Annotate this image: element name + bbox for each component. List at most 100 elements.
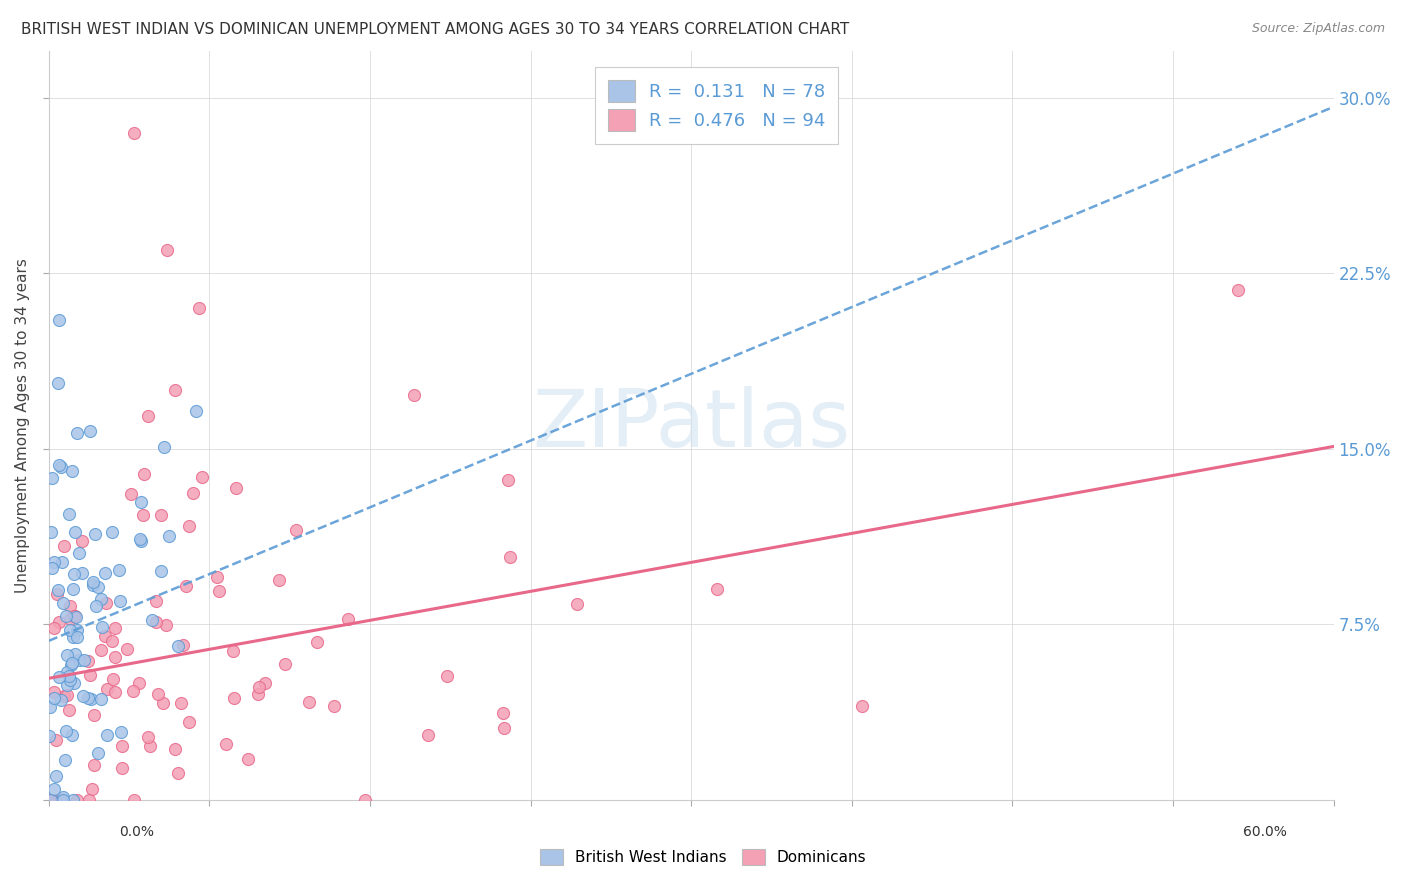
Point xyxy=(55,678,77,692)
Point xyxy=(155,618,177,632)
Point xyxy=(80,781,103,796)
Point xyxy=(100,525,122,540)
Point xyxy=(46,583,69,598)
Point xyxy=(167,765,190,780)
Point xyxy=(122,793,145,807)
Point xyxy=(58,507,80,521)
Point xyxy=(117,642,139,657)
Point xyxy=(41,560,63,574)
Point xyxy=(205,570,228,584)
Point xyxy=(62,676,84,690)
Point xyxy=(62,630,84,644)
Point xyxy=(46,587,69,601)
Point xyxy=(41,793,63,807)
Point xyxy=(103,672,125,686)
Point xyxy=(63,608,86,623)
Point xyxy=(104,685,127,699)
Point xyxy=(62,582,84,596)
Point xyxy=(59,599,82,614)
Point xyxy=(170,696,193,710)
Point xyxy=(155,243,177,257)
Point xyxy=(222,644,245,658)
Point xyxy=(91,620,114,634)
Point xyxy=(90,591,112,606)
Point xyxy=(48,313,70,327)
Point xyxy=(132,508,155,523)
Point xyxy=(94,596,117,610)
Point xyxy=(52,596,75,610)
Point xyxy=(492,706,515,720)
Point xyxy=(38,699,60,714)
Point xyxy=(87,580,110,594)
Point xyxy=(108,563,131,577)
Point xyxy=(191,470,214,484)
Point xyxy=(247,687,270,701)
Point xyxy=(73,653,96,667)
Point xyxy=(66,425,89,440)
Point xyxy=(55,723,77,738)
Point xyxy=(225,481,247,495)
Point xyxy=(492,721,515,735)
Point xyxy=(224,691,246,706)
Point xyxy=(56,688,79,702)
Point xyxy=(851,699,873,714)
Point xyxy=(60,464,83,478)
Point xyxy=(145,594,167,608)
Point xyxy=(53,753,76,767)
Point xyxy=(62,657,84,671)
Point xyxy=(44,781,66,796)
Point xyxy=(148,687,170,701)
Text: Source: ZipAtlas.com: Source: ZipAtlas.com xyxy=(1251,22,1385,36)
Point xyxy=(76,690,98,705)
Point xyxy=(104,621,127,635)
Point xyxy=(404,388,426,402)
Point xyxy=(157,529,180,543)
Point xyxy=(38,729,60,743)
Point xyxy=(66,624,89,638)
Point xyxy=(122,684,145,698)
Point xyxy=(44,691,66,706)
Point xyxy=(38,793,60,807)
Point xyxy=(79,793,101,807)
Point xyxy=(247,681,270,695)
Point xyxy=(274,657,297,672)
Point xyxy=(93,629,115,643)
Point xyxy=(254,675,277,690)
Point xyxy=(51,793,73,807)
Point xyxy=(39,793,62,807)
Point xyxy=(267,574,290,588)
Point xyxy=(46,376,69,391)
Legend: R =  0.131   N = 78, R =  0.476   N = 94: R = 0.131 N = 78, R = 0.476 N = 94 xyxy=(595,67,838,144)
Point xyxy=(56,648,79,662)
Point xyxy=(138,739,160,754)
Point xyxy=(70,534,93,549)
Point xyxy=(82,574,104,589)
Point xyxy=(41,471,63,485)
Point xyxy=(80,691,103,706)
Point xyxy=(72,689,94,703)
Legend: British West Indians, Dominicans: British West Indians, Dominicans xyxy=(533,843,873,871)
Point xyxy=(101,633,124,648)
Text: ZIPatlas: ZIPatlas xyxy=(531,386,851,465)
Point xyxy=(208,584,231,599)
Point xyxy=(128,676,150,690)
Point xyxy=(167,639,190,653)
Point xyxy=(163,384,186,398)
Point xyxy=(44,556,66,570)
Point xyxy=(215,737,238,751)
Text: 0.0%: 0.0% xyxy=(120,825,155,839)
Point xyxy=(152,696,174,710)
Point xyxy=(65,610,87,624)
Point xyxy=(124,126,146,140)
Point xyxy=(108,594,131,608)
Text: 60.0%: 60.0% xyxy=(1243,825,1286,839)
Point xyxy=(149,508,172,523)
Point xyxy=(129,533,152,548)
Point xyxy=(49,459,72,474)
Point xyxy=(565,597,588,611)
Point xyxy=(136,730,159,744)
Point xyxy=(136,409,159,423)
Point xyxy=(83,758,105,772)
Point xyxy=(65,647,87,661)
Point xyxy=(145,615,167,629)
